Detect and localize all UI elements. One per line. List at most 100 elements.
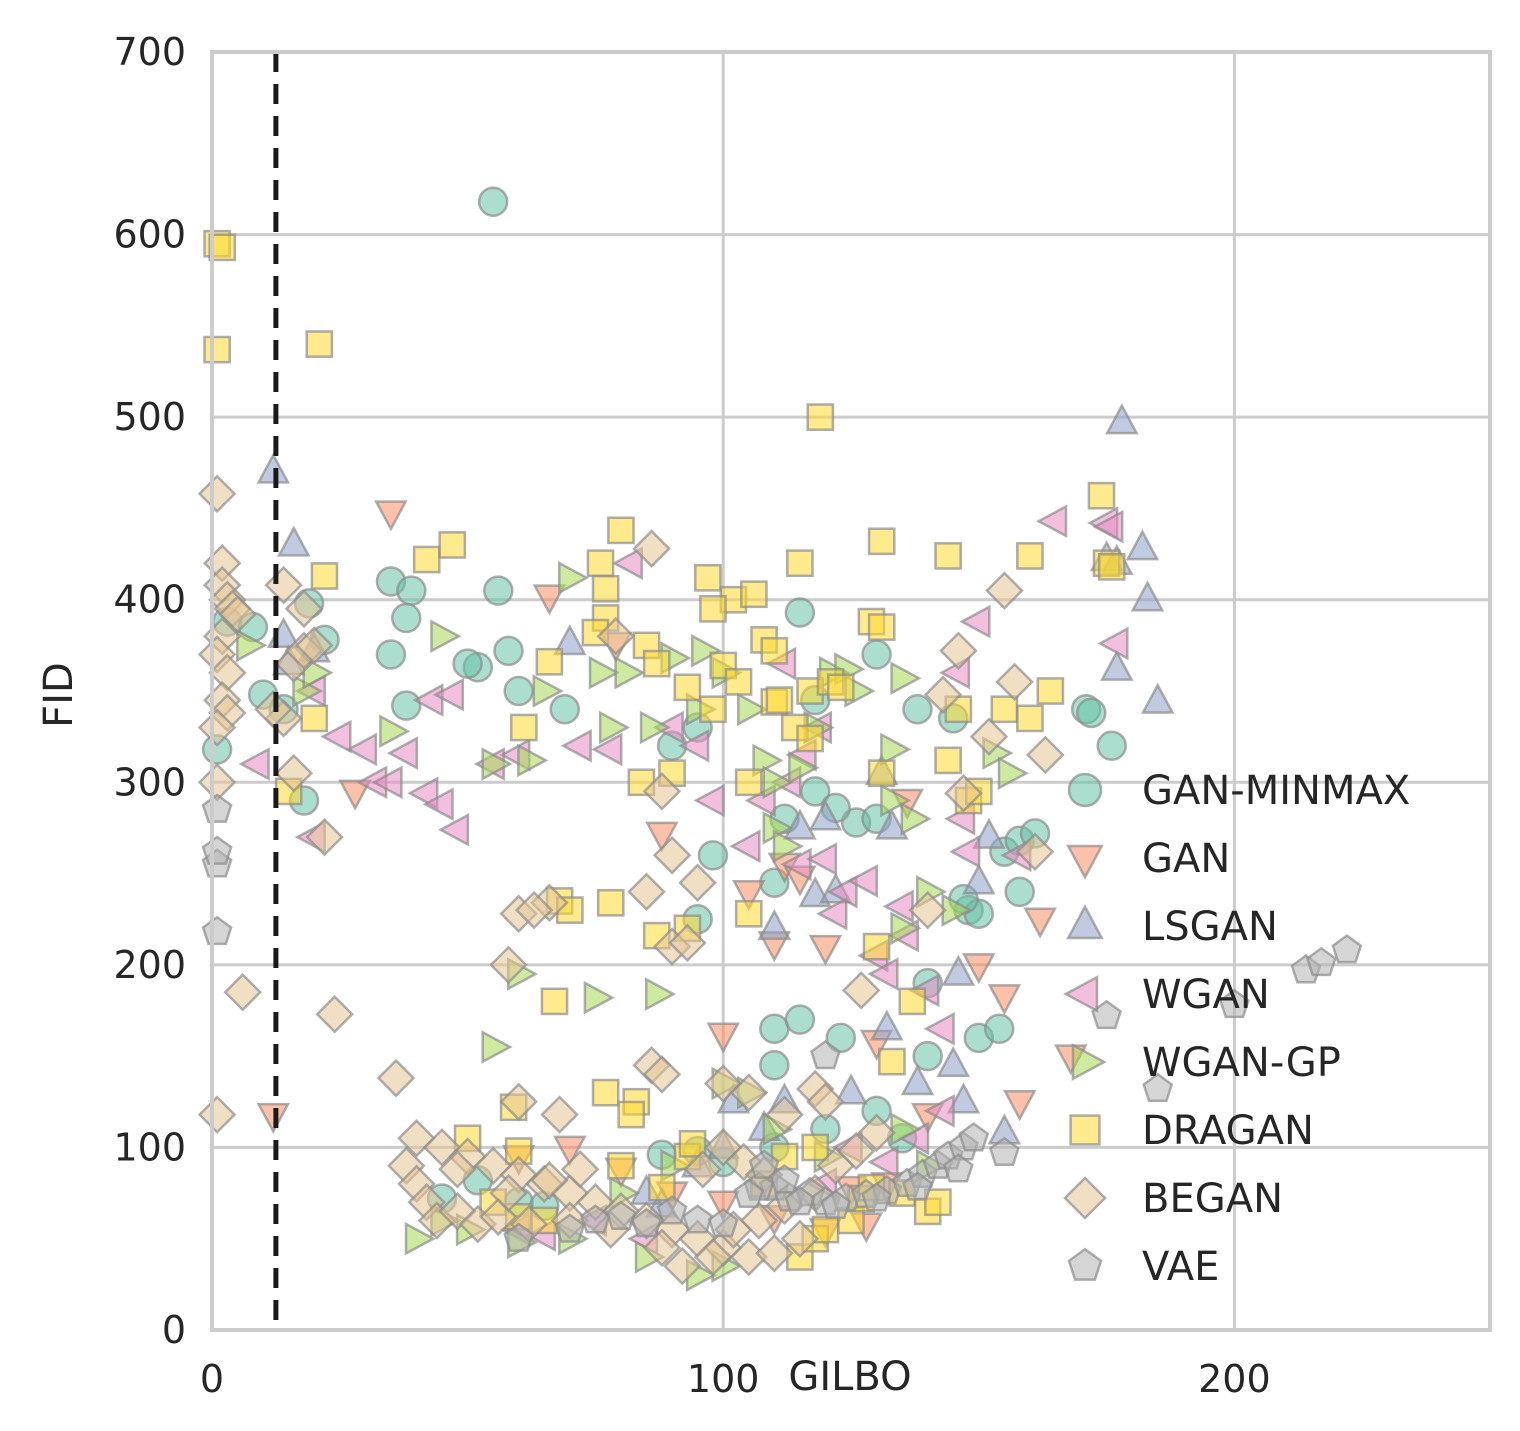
point-began [857,1113,896,1153]
point-began [668,923,707,963]
legend: GAN-MINMAX GAN LSGAN WGAN WGAN-GP DRAGAN BEGAN… [1063,768,1410,1290]
point-began [995,662,1034,702]
data-points [197,186,1363,1292]
point-began [274,753,314,793]
point-vae [733,1178,765,1209]
point-wgan-gp [481,747,513,781]
point-vae [748,1149,780,1179]
point-dragan [586,549,615,578]
point-gan [987,984,1022,1016]
point-gan [706,1022,740,1054]
point-gan-minmax [861,639,892,670]
point-dragan [617,1100,646,1129]
point-vae [707,1207,739,1238]
point-dragan [867,759,896,788]
point-dragan [867,527,896,556]
point-gan-minmax [983,1013,1015,1045]
point-gan [532,584,567,616]
point-began [489,1173,528,1213]
point-dragan [760,636,789,665]
point-dragan [607,516,635,545]
point-dragan [934,542,962,570]
point-wgan [816,896,848,931]
point-began [596,616,636,656]
legend-marker [1066,904,1104,940]
point-wgan [780,847,812,882]
point-began [540,1095,579,1134]
point-vae [201,915,233,946]
point-dragan [591,1078,620,1107]
point-vae [201,793,233,823]
point-vae [503,1222,535,1252]
point-gan [338,779,372,811]
point-began [908,890,947,930]
point-wgan [386,736,419,770]
point-gan-minmax [477,186,509,217]
point-dragan [878,1047,906,1076]
point-gan [256,1102,291,1135]
point-wgan [923,1094,955,1128]
point-lsgan [962,863,996,895]
point-vae [810,1039,841,1070]
point-began [652,836,692,875]
y-axis-label: FID [36,662,82,728]
point-vae [201,835,233,865]
point-wgan [611,546,643,580]
plot-frame [210,50,1492,1332]
point-lsgan [256,452,291,484]
point-began [560,1150,600,1189]
point-dragan [310,562,339,590]
point-began [284,589,324,629]
point-wgan [805,842,838,876]
point-gan-minmax [549,694,580,725]
point-began [739,1201,779,1240]
series-vae [201,793,1363,1252]
point-dragan [642,649,671,678]
point-began [1026,735,1065,775]
point-wgan [826,875,858,909]
legend-item: DRAGAN [1069,1108,1314,1154]
legend-marker [1069,1114,1101,1146]
point-began [294,626,334,665]
x-axis-label: GILBO [788,1354,911,1400]
point-wgan [959,604,991,639]
point-dragan [724,668,753,696]
point-gan-minmax [902,694,933,725]
point-gan-minmax [784,1004,816,1035]
point-began [499,1082,538,1122]
point-vae [784,1185,816,1216]
point-began [315,994,354,1034]
point-began [438,1150,477,1189]
point-vae [682,1204,714,1234]
point-dragan [826,673,855,702]
point-began [627,872,666,912]
point-gan-minmax [391,602,422,634]
point-dragan [535,647,564,676]
point-dragan [203,335,231,364]
point-dragan [1016,704,1044,733]
point-began [514,890,554,930]
point-gan-minmax [391,690,422,721]
point-began [197,1095,237,1134]
point-gan-minmax [697,840,729,871]
point-began [806,1082,845,1122]
point-vae [958,1122,990,1152]
point-dragan [734,768,763,797]
point-wgan [412,683,444,717]
point-began [780,1219,820,1258]
point-gan [645,821,679,853]
x-tick-label: 200 [1198,1357,1271,1401]
point-gan [1023,907,1057,939]
point-vae [942,1153,974,1183]
point-lsgan [875,808,909,840]
point-began [642,1228,682,1268]
point-began [836,1131,876,1171]
point-gan-minmax [452,648,483,679]
point-dragan [862,932,891,961]
point-began [376,1058,416,1098]
point-gan [374,500,408,532]
point-vae [656,1195,688,1225]
point-dragan [607,1151,635,1180]
point-began [841,971,881,1010]
legend-label: DRAGAN [1142,1108,1314,1154]
